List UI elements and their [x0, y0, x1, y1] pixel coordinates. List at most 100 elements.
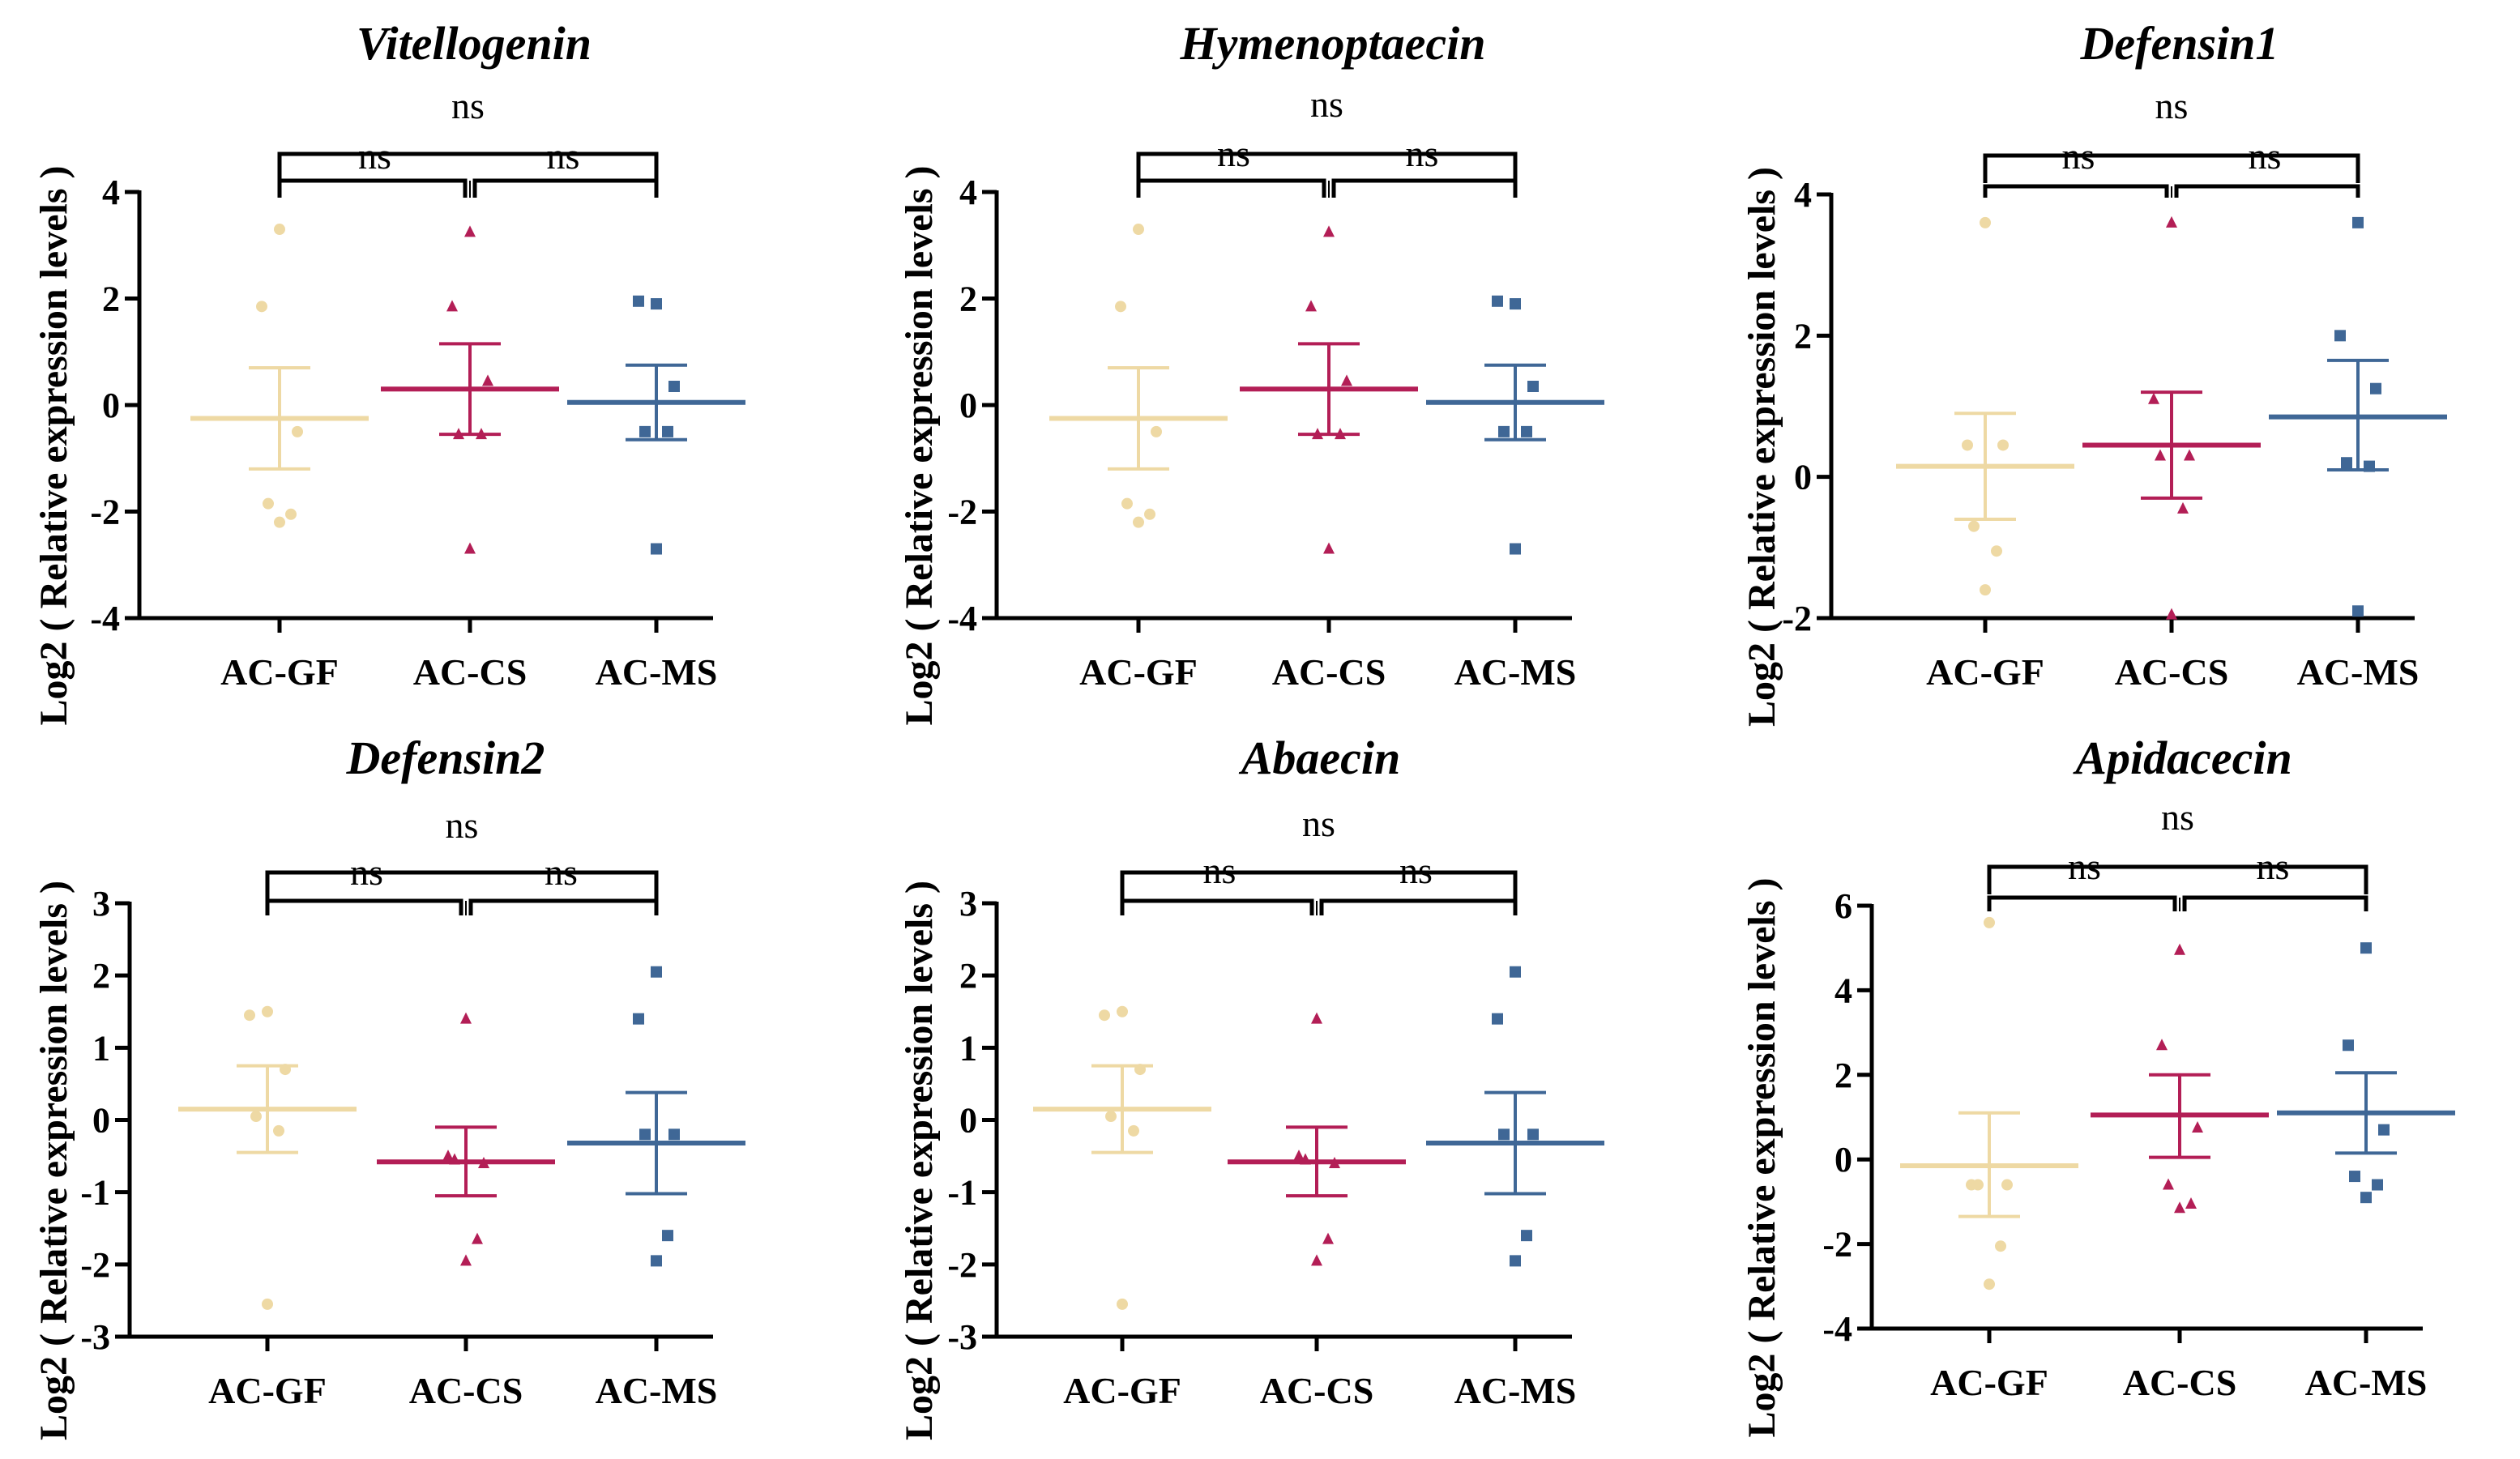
y-tick-label: -3 — [80, 1317, 110, 1357]
data-point — [1134, 1064, 1146, 1076]
significance-bracket — [265, 870, 659, 900]
series-ac-ms — [2277, 942, 2455, 1204]
y-tick-label: 4 — [1794, 175, 1812, 215]
data-point — [2343, 1039, 2354, 1052]
data-point — [2177, 501, 2189, 514]
y-tick-label: 2 — [959, 279, 977, 319]
x-tick-label: AC-CS — [2115, 651, 2229, 693]
data-point — [274, 224, 285, 236]
data-point — [464, 542, 476, 554]
y-tick-label: 0 — [1834, 1140, 1852, 1180]
data-point — [274, 516, 285, 528]
x-tick-label: AC-MS — [596, 1370, 718, 1411]
data-point — [460, 1254, 472, 1266]
panel-title: Abaecin — [1239, 732, 1401, 784]
data-point — [2334, 330, 2346, 342]
data-point — [285, 508, 297, 520]
data-point — [1133, 516, 1144, 528]
data-point — [1521, 425, 1532, 437]
x-tick-label: AC-CS — [1260, 1370, 1374, 1411]
y-tick-label: 0 — [102, 386, 120, 425]
panel-title: Apidacecin — [2073, 732, 2291, 784]
panel-defensin1: Defensin1 Log2 ( Relative expression leve… — [1741, 17, 2447, 727]
series-ac-gf — [1896, 216, 2074, 596]
panel-title: Defensin1 — [2080, 17, 2279, 70]
data-point — [2360, 1192, 2372, 1204]
significance-bracket — [1983, 184, 2169, 198]
data-point — [1293, 1150, 1305, 1162]
data-point — [464, 225, 476, 237]
significance-bracket — [2174, 184, 2360, 198]
significance-bracket — [1136, 178, 1326, 198]
data-point — [460, 1012, 472, 1024]
significance-bracket — [1983, 153, 2360, 183]
panel-apidacecin: Apidacecin Log2 ( Relative expression lev… — [1741, 732, 2455, 1438]
y-tick-label: 1 — [959, 1028, 977, 1068]
y-tick-label: 3 — [959, 884, 977, 924]
significance-bracket — [468, 898, 659, 915]
x-tick-label: AC-CS — [409, 1370, 523, 1411]
data-point — [446, 300, 458, 312]
data-point — [244, 1009, 255, 1022]
data-point — [2352, 216, 2364, 228]
data-point — [1323, 225, 1335, 237]
panel-vitellogenin: Vitellogenin Log2 ( Relative expression l… — [32, 17, 745, 726]
y-tick-label: -2 — [947, 493, 977, 532]
y-tick-label: -2 — [1822, 1225, 1852, 1265]
x-tick-label: AC-GF — [208, 1370, 327, 1411]
data-point — [2148, 392, 2159, 404]
series-ac-gf — [1049, 224, 1228, 528]
panel-hymenoptaecin: Hymenoptaecin Log2 ( Relative expression … — [898, 17, 1604, 726]
data-point — [1510, 966, 1521, 978]
data-point — [1115, 301, 1126, 313]
significance-bracket — [1987, 895, 2177, 911]
y-axis-label: Log2 ( Relative expression levels ) — [1741, 167, 1783, 727]
data-point — [453, 428, 464, 440]
data-point — [1510, 1255, 1521, 1267]
data-point — [1498, 1128, 1510, 1141]
y-tick-label: -1 — [80, 1173, 110, 1213]
y-tick-label: -3 — [947, 1317, 977, 1357]
significance-bracket — [1319, 898, 1518, 915]
data-point — [1997, 439, 2009, 451]
data-point — [2372, 1179, 2383, 1191]
panel-title: Vitellogenin — [357, 17, 592, 70]
x-tick-label: AC-GF — [1926, 651, 2044, 693]
significance-bracket — [1331, 178, 1518, 198]
data-point — [1117, 1298, 1128, 1310]
data-point — [2166, 608, 2177, 620]
significance-bracket — [1136, 151, 1518, 181]
series-ac-ms — [567, 966, 745, 1267]
data-point — [478, 1157, 489, 1168]
panel-title: Defensin2 — [346, 732, 545, 784]
data-point — [1311, 1012, 1322, 1024]
data-point — [1323, 542, 1335, 554]
y-tick-label: 2 — [102, 279, 120, 319]
data-point — [1322, 1232, 1334, 1244]
data-point — [476, 428, 487, 440]
y-tick-label: -4 — [1822, 1309, 1852, 1349]
data-point — [1300, 1153, 1311, 1165]
data-point — [1521, 1230, 1532, 1242]
x-tick-label: AC-GF — [1930, 1362, 2048, 1403]
y-axis-label: Log2 ( Relative expression levels ) — [32, 165, 75, 725]
data-point — [2184, 449, 2195, 461]
data-point — [2166, 215, 2177, 228]
x-tick-label: AC-CS — [413, 651, 527, 693]
data-point — [2352, 605, 2364, 617]
data-point — [263, 497, 274, 510]
data-point — [262, 1298, 273, 1310]
y-tick-label: 3 — [92, 884, 110, 924]
x-tick-label: AC-GF — [220, 651, 339, 693]
significance-bracket — [1120, 870, 1518, 900]
y-tick-label: -4 — [947, 599, 977, 638]
data-point — [651, 1255, 662, 1267]
x-tick-label: AC-MS — [596, 651, 718, 693]
data-point — [1312, 428, 1323, 440]
y-axis-label: Log2 ( Relative expression levels ) — [898, 165, 941, 725]
y-tick-label: -2 — [1782, 599, 1812, 638]
y-tick-label: 2 — [1834, 1056, 1852, 1095]
data-point — [2192, 1121, 2203, 1133]
x-tick-label: AC-GF — [1079, 651, 1198, 693]
data-point — [472, 1232, 483, 1244]
